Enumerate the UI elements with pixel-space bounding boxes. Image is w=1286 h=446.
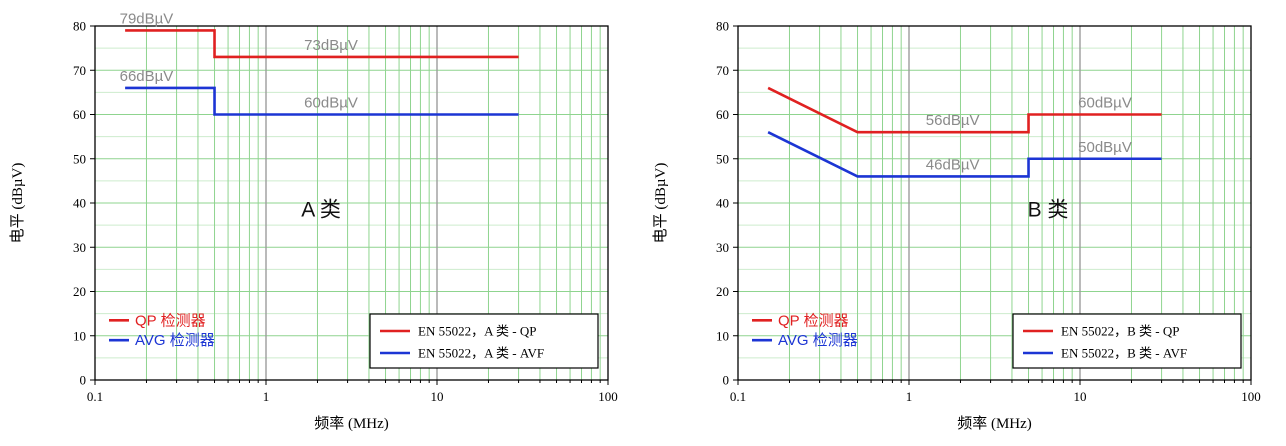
- y-tick-label: 0: [723, 373, 730, 388]
- legend-box: [1012, 313, 1242, 369]
- chart-title: A 类: [301, 198, 341, 221]
- y-tick-label: 60: [716, 107, 729, 122]
- y-tick-label: 30: [716, 240, 729, 255]
- series-line: [125, 86, 519, 116]
- class-a-plot: 0 10 20 30 40 50 60 70 80 0.1 1 10 100 频率 (MHz) 电平 (dB…: [9, 10, 618, 432]
- legend-entry-label: EN 55022，A 类 - AVF: [418, 346, 544, 361]
- value-annotation: 56dBµV: [926, 112, 980, 129]
- x-tick-label: 0.1: [730, 389, 746, 404]
- legend-entry-label: EN 55022，B 类 - AVF: [1061, 346, 1187, 361]
- y-tick-label: 70: [716, 63, 729, 78]
- x-tick-label: 100: [1241, 389, 1261, 404]
- x-tick-label: 0.1: [87, 389, 103, 404]
- legend-entry-label: EN 55022，A 类 - QP: [418, 324, 536, 339]
- inner-legend-label: QP 检测器: [778, 312, 849, 329]
- value-annotation: 66dBµV: [120, 68, 174, 85]
- value-annotation: 50dBµV: [1078, 139, 1132, 156]
- y-tick-label: 40: [716, 196, 729, 211]
- value-annotation: 60dBµV: [304, 95, 358, 112]
- chart-title: B 类: [1028, 198, 1069, 221]
- y-axis-label: 电平 (dBµV): [652, 163, 669, 244]
- y-tick-label: 50: [73, 151, 86, 166]
- y-tick-label: 20: [716, 284, 729, 299]
- y-tick-label: 70: [73, 63, 86, 78]
- x-tick-label: 100: [598, 389, 618, 404]
- x-tick-label: 10: [431, 389, 444, 404]
- y-axis-label: 电平 (dBµV): [9, 163, 26, 244]
- inner-legend-label: AVG 检测器: [778, 332, 858, 349]
- y-tick-label: 10: [73, 328, 86, 343]
- y-tick-label: 80: [73, 19, 86, 34]
- y-tick-label: 20: [73, 284, 86, 299]
- series-line: [767, 131, 1162, 178]
- value-annotation: 73dBµV: [304, 37, 358, 54]
- series-line: [767, 86, 1162, 134]
- legend-box: [369, 313, 599, 369]
- y-tick-label: 80: [716, 19, 729, 34]
- y-tick-label: 0: [80, 373, 87, 388]
- y-tick-label: 30: [73, 240, 86, 255]
- chart-class-b: 0 10 20 30 40 50 60 70 80 0.1 1 10 100 频率 (MHz) 电平 (dB…: [643, 0, 1286, 446]
- value-annotation: 79dBµV: [120, 10, 174, 27]
- x-tick-label: 1: [906, 389, 913, 404]
- value-annotation: 60dBµV: [1078, 95, 1132, 112]
- x-axis-label: 频率 (MHz): [957, 415, 1032, 432]
- y-tick-label: 50: [716, 151, 729, 166]
- inner-legend-label: QP 检测器: [135, 312, 206, 329]
- legend-entry-label: EN 55022，B 类 - QP: [1061, 324, 1179, 339]
- chart-class-a: 0 10 20 30 40 50 60 70 80 0.1 1 10 100 频率 (MHz) 电平 (dB…: [9, 10, 618, 432]
- inner-legend-label: AVG 检测器: [135, 332, 215, 349]
- plot-frame: [737, 25, 1252, 381]
- y-tick-label: 40: [73, 196, 86, 211]
- class-b-plot: 0 10 20 30 40 50 60 70 80 0.1 1 10 100 频率 (MHz) 电平 (dB…: [652, 19, 1261, 433]
- y-tick-label: 10: [716, 328, 729, 343]
- x-axis-label: 频率 (MHz): [314, 415, 389, 432]
- series-line: [125, 29, 519, 59]
- x-tick-label: 1: [263, 389, 270, 404]
- y-tick-label: 60: [73, 107, 86, 122]
- value-annotation: 46dBµV: [926, 156, 980, 173]
- plot-frame: [94, 25, 609, 381]
- x-tick-label: 10: [1074, 389, 1087, 404]
